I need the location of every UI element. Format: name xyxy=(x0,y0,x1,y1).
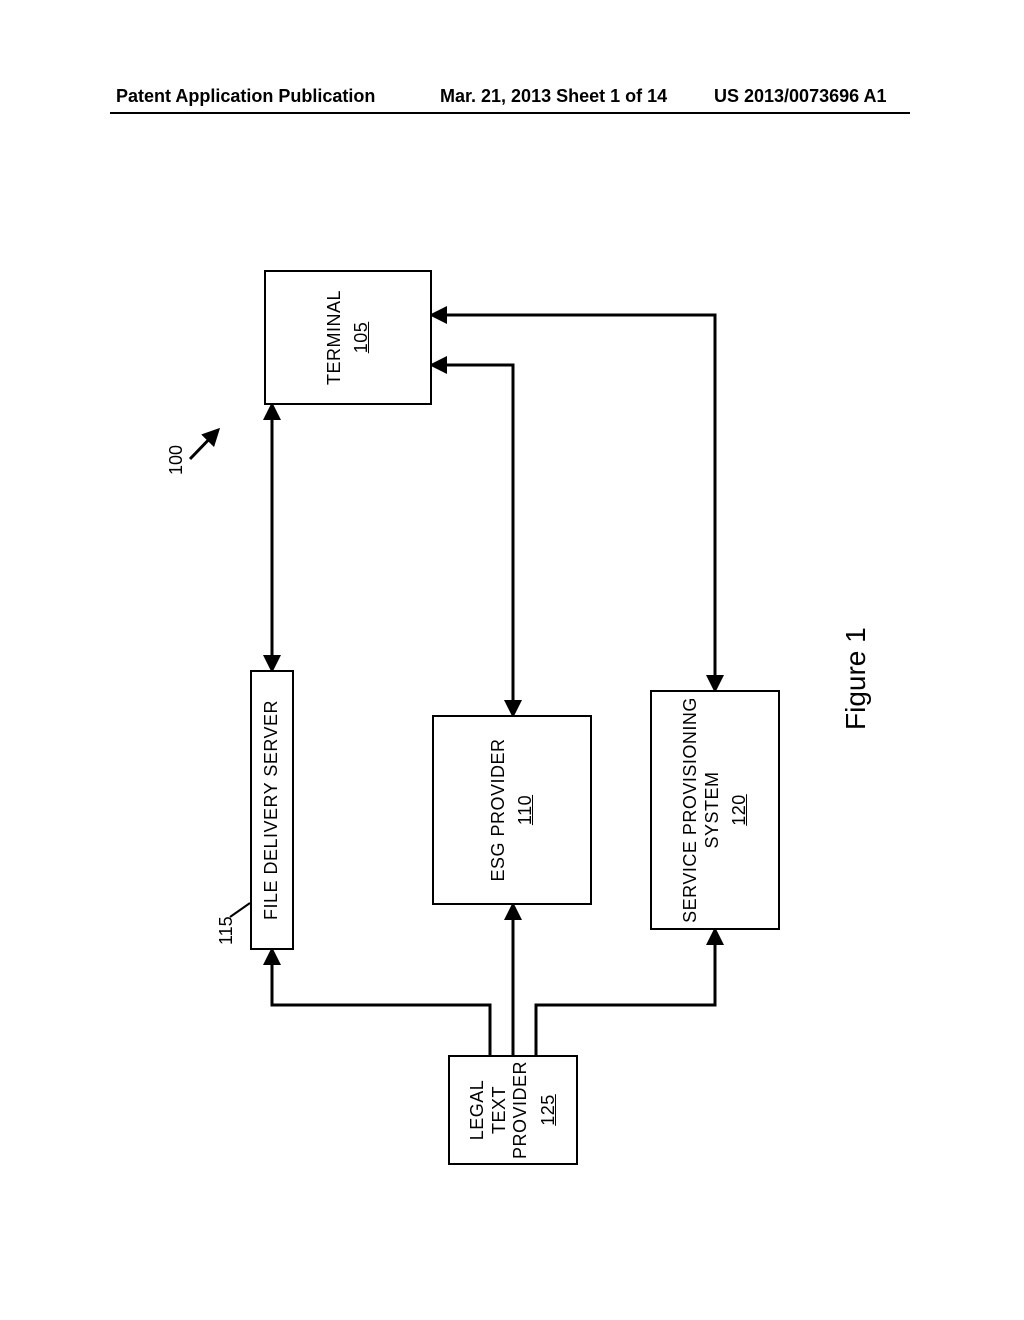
page: Patent Application Publication Mar. 21, … xyxy=(0,0,1024,1320)
figure-diagram: LEGAL TEXT PROVIDER 125 FILE DELIVERY SERV… xyxy=(120,165,904,1175)
node-fds: FILE DELIVERY SERVER xyxy=(250,670,294,950)
node-sps-label: SERVICE PROVISIONING SYSTEM xyxy=(680,697,723,923)
node-sps-ref: 120 xyxy=(729,794,750,826)
arrow xyxy=(190,430,218,459)
node-terminal: TERMINAL105 xyxy=(264,270,432,405)
fds-leader xyxy=(230,903,250,917)
node-sps: SERVICE PROVISIONING SYSTEM 120 xyxy=(650,690,780,930)
node-terminal-label: TERMINAL xyxy=(324,290,346,385)
node-legal-ref: 125 xyxy=(538,1094,559,1126)
arrow xyxy=(432,365,513,715)
header-rule xyxy=(110,112,910,114)
arrow-layer xyxy=(120,165,904,1175)
header-right: US 2013/0073696 A1 xyxy=(714,86,886,107)
node-legal-label: LEGAL TEXT PROVIDER xyxy=(467,1061,532,1159)
fds-ref-label: 115 xyxy=(216,916,237,945)
arrow xyxy=(536,930,715,1055)
figure-caption: Figure 1 xyxy=(840,627,872,730)
node-terminal-ref: 105 xyxy=(351,322,372,354)
node-esg-ref: 110 xyxy=(515,795,536,825)
arrow xyxy=(432,315,715,690)
node-fds-label: FILE DELIVERY SERVER xyxy=(261,700,283,920)
arrow xyxy=(272,950,490,1055)
system-ref-label: 100 xyxy=(166,445,187,475)
header-center: Mar. 21, 2013 Sheet 1 of 14 xyxy=(440,86,667,107)
node-legal: LEGAL TEXT PROVIDER 125 xyxy=(448,1055,578,1165)
node-esg: ESG PROVIDER110 xyxy=(432,715,592,905)
header-left: Patent Application Publication xyxy=(116,86,375,107)
node-esg-label: ESG PROVIDER xyxy=(488,738,510,881)
